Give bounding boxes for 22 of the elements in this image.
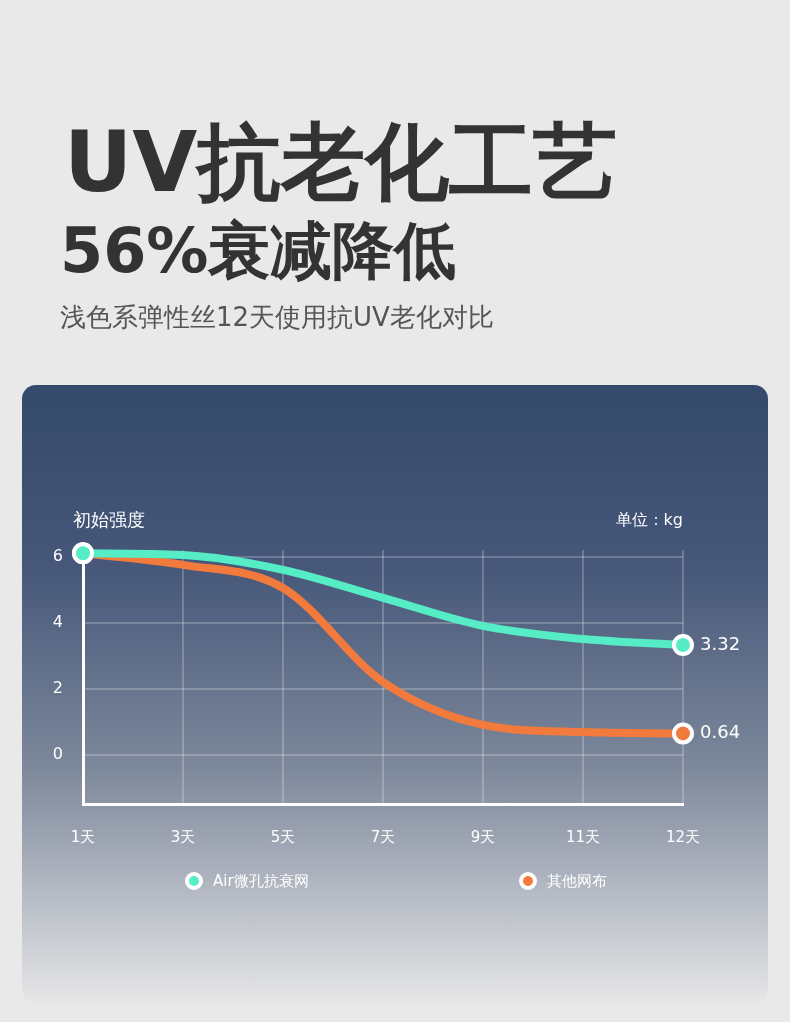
chart-title: UV抗老化工艺 <box>64 113 618 211</box>
y-axis-title: 初始强度 <box>73 508 145 530</box>
text: 浅色系弹性丝12天使用抗UV老化对比 <box>60 302 494 332</box>
x-tick-label: 5天 <box>270 827 296 846</box>
data-label: 3.32 <box>700 632 741 654</box>
x-tick-label: 3天 <box>170 827 196 846</box>
data-label: 0.64 <box>700 721 741 743</box>
chart-subtitle: 56%衰减降低 <box>60 214 457 287</box>
y-tick-label: 6 <box>52 545 63 565</box>
text: 单位：kg <box>615 510 683 530</box>
x-tick-label: 11天 <box>565 827 601 846</box>
legend-label: Air微孔抗衰网 <box>213 872 309 890</box>
y-tick-label: 4 <box>52 611 63 631</box>
y-tick-label: 0 <box>52 743 63 763</box>
legend-label: 其他网布 <box>546 872 607 890</box>
x-tick-label: 12天 <box>665 827 701 846</box>
x-tick-label: 7天 <box>370 827 396 846</box>
y-tick-label: 2 <box>52 677 63 697</box>
x-tick-label: 1天 <box>70 827 96 846</box>
x-tick-label: 9天 <box>470 827 496 846</box>
point <box>672 634 694 656</box>
point <box>672 722 694 745</box>
